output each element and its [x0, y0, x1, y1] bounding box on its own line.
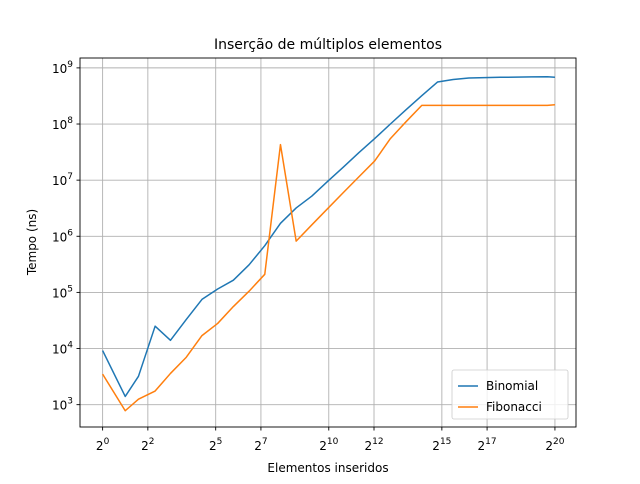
y-tick-label: 108 — [52, 116, 73, 132]
series-line-fibonacci — [101, 104, 555, 412]
legend-label-binomial: Binomial — [486, 379, 538, 393]
x-tick-label: 215 — [432, 437, 451, 453]
y-tick-label: 103 — [52, 397, 73, 413]
series-lines — [101, 76, 555, 412]
x-tick-label: 217 — [478, 437, 497, 453]
plot-frame — [79, 57, 577, 428]
y-tick-label: 107 — [52, 172, 73, 188]
legend-box — [451, 369, 569, 420]
chart-title: Inserção de múltiplos elementos — [214, 37, 442, 53]
y-tick-label: 109 — [52, 60, 73, 76]
x-tick-label: 27 — [254, 437, 267, 453]
x-tick-label: 22 — [141, 437, 154, 453]
y-tick-label: 105 — [52, 284, 73, 300]
x-tick-label: 210 — [319, 437, 338, 453]
ticks: 20 22 25 27 210 212 215 217 220 103 104 105 106 107 10… — [52, 60, 565, 453]
y-tick-label: 106 — [52, 228, 73, 244]
x-tick-label: 212 — [364, 437, 383, 453]
x-axis-label: Elementos inseridos — [267, 461, 388, 475]
y-axis-label: Tempo (ns) — [25, 209, 39, 276]
legend-label-fibonacci: Fibonacci — [486, 400, 542, 414]
x-tick-label: 220 — [545, 437, 564, 453]
y-tick-label: 104 — [52, 341, 73, 357]
series-line-binomial — [101, 76, 555, 398]
x-tick-label: 20 — [96, 437, 110, 453]
legend: Binomial Fibonacci — [451, 369, 569, 420]
x-tick-label: 25 — [209, 437, 222, 453]
